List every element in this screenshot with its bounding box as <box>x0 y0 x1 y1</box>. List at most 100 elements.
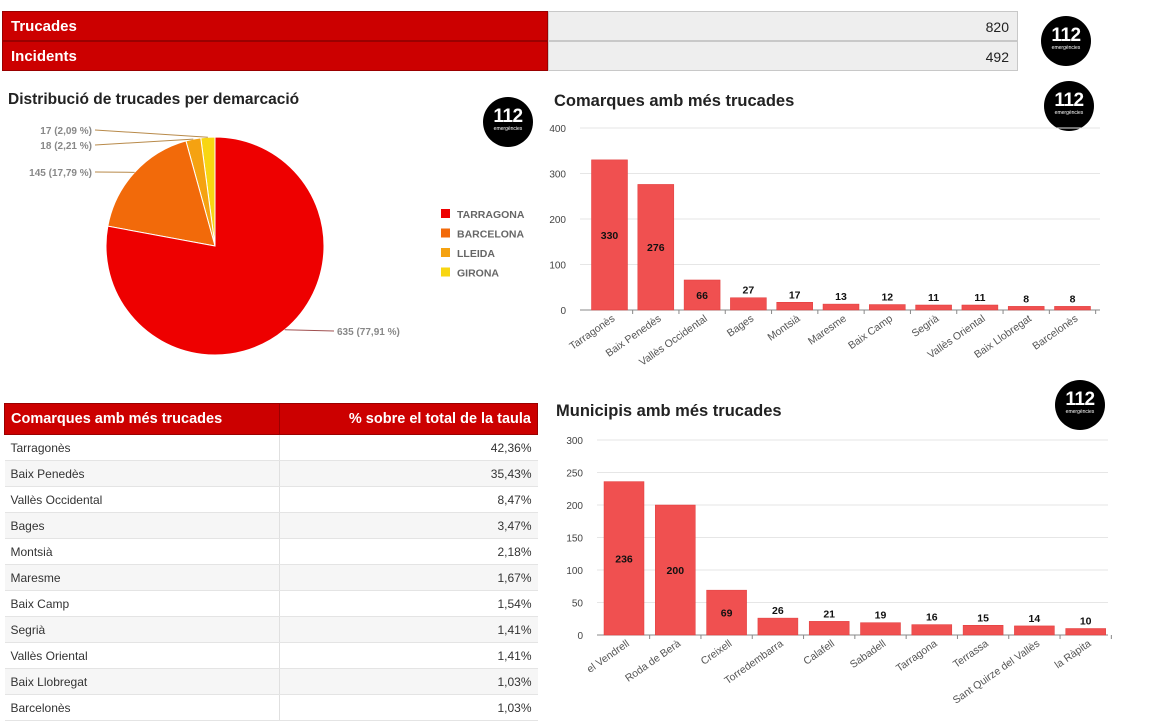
x-tick-label: Tarragona <box>894 638 940 675</box>
bar-value-label: 330 <box>601 230 619 242</box>
x-tick-label: Montsià <box>765 313 802 344</box>
bar-chart-title: Municipis amb més trucades <box>556 402 782 421</box>
table-cell: Maresme <box>5 565 280 591</box>
table-cell: Montsià <box>5 539 280 565</box>
bar <box>730 298 766 310</box>
table-cell: 1,41% <box>280 643 538 669</box>
legend-label: TARRAGONA <box>457 209 525 221</box>
legend-swatch <box>441 229 450 238</box>
bar <box>823 304 859 310</box>
table-cell: 1,67% <box>280 565 538 591</box>
x-tick-label: Baix Camp <box>846 313 895 352</box>
x-tick-label: Barcelonès <box>1030 313 1080 353</box>
summary-row-incidents: Incidents 492 <box>2 41 1018 71</box>
y-tick-label: 400 <box>549 124 566 135</box>
legend-label: GIRONA <box>457 268 499 280</box>
summary-label: Trucades <box>2 11 548 41</box>
x-tick-label: Terrassa <box>951 638 991 671</box>
table-cell: 1,03% <box>280 695 538 721</box>
table-header-row: Comarques amb més trucades % sobre el to… <box>5 404 538 435</box>
bar <box>1055 306 1091 310</box>
bar-value-label: 15 <box>977 612 989 624</box>
table-cell: 2,18% <box>280 539 538 565</box>
legend-swatch <box>441 268 450 277</box>
table-cell: 3,47% <box>280 513 538 539</box>
y-tick-label: 250 <box>566 469 583 480</box>
bar-value-label: 26 <box>772 605 784 617</box>
pie-data-label: 18 (2,21 %) <box>40 141 92 152</box>
y-tick-label: 300 <box>566 436 583 447</box>
y-tick-label: 100 <box>566 566 583 577</box>
bar <box>758 618 798 635</box>
summary-value: 492 <box>548 41 1018 71</box>
pie-data-label: 17 (2,09 %) <box>40 126 92 137</box>
legend-swatch <box>441 248 450 257</box>
bar-value-label: 11 <box>928 292 939 304</box>
y-tick-label: 100 <box>549 261 566 272</box>
bar-value-label: 12 <box>881 292 893 304</box>
summary-label: Incidents <box>2 41 548 71</box>
x-tick-label: la Ràpita <box>1053 638 1094 672</box>
bar-value-label: 69 <box>721 608 733 620</box>
summary-row-trucades: Trucades 820 <box>2 11 1018 41</box>
bar-value-label: 19 <box>875 610 887 622</box>
bar-value-label: 17 <box>789 289 801 301</box>
table-cell: Vallès Oriental <box>5 643 280 669</box>
legend-swatch <box>441 209 450 218</box>
bar <box>916 305 952 310</box>
bar-value-label: 16 <box>926 612 938 624</box>
table-cell: Tarragonès <box>5 435 280 461</box>
bar-value-label: 276 <box>647 242 665 254</box>
y-tick-label: 0 <box>560 306 566 317</box>
bar-value-label: 8 <box>1023 293 1029 305</box>
bar-value-label: 27 <box>743 285 755 297</box>
bar-value-label: 66 <box>696 290 708 302</box>
table-cell: Barcelonès <box>5 695 280 721</box>
bar <box>962 305 998 310</box>
y-tick-label: 200 <box>549 215 566 226</box>
bar <box>861 623 901 635</box>
table-cell: Baix Llobregat <box>5 669 280 695</box>
x-tick-label: Sant Quirze del Vallès <box>951 638 1042 707</box>
bar <box>963 625 1003 635</box>
table-cell: Baix Camp <box>5 591 280 617</box>
pie-data-label: 635 (77,91 %) <box>337 327 400 338</box>
table-cell: 42,36% <box>280 435 538 461</box>
y-tick-label: 0 <box>577 631 583 642</box>
bar <box>809 621 849 635</box>
pie-chart-title: Distribució de trucades per demarcació <box>8 91 299 109</box>
bar-chart-title: Comarques amb més trucades <box>554 92 794 111</box>
bar-value-label: 236 <box>615 553 633 565</box>
summary-table: Trucades 820 Incidents 492 <box>2 11 1018 71</box>
x-tick-label: Roda de Berà <box>623 638 683 685</box>
table-cell: Bages <box>5 513 280 539</box>
pie-data-label: 145 (17,79 %) <box>29 168 92 179</box>
bar-value-label: 10 <box>1080 616 1092 628</box>
x-tick-label: Calafell <box>801 638 837 668</box>
y-tick-label: 50 <box>572 599 584 610</box>
bar-value-label: 14 <box>1029 613 1041 625</box>
pie-leader-line <box>95 130 208 137</box>
legend-label: BARCELONA <box>457 229 524 241</box>
x-tick-label: el Vendrell <box>585 638 632 676</box>
x-tick-label: Sabadell <box>848 638 888 671</box>
bar-value-label: 8 <box>1070 293 1076 305</box>
table-header: % sobre el total de la taula <box>280 404 538 435</box>
bar <box>912 625 952 635</box>
bar-value-label: 13 <box>835 291 847 303</box>
table-cell: Vallès Occidental <box>5 487 280 513</box>
y-tick-label: 300 <box>549 170 566 181</box>
